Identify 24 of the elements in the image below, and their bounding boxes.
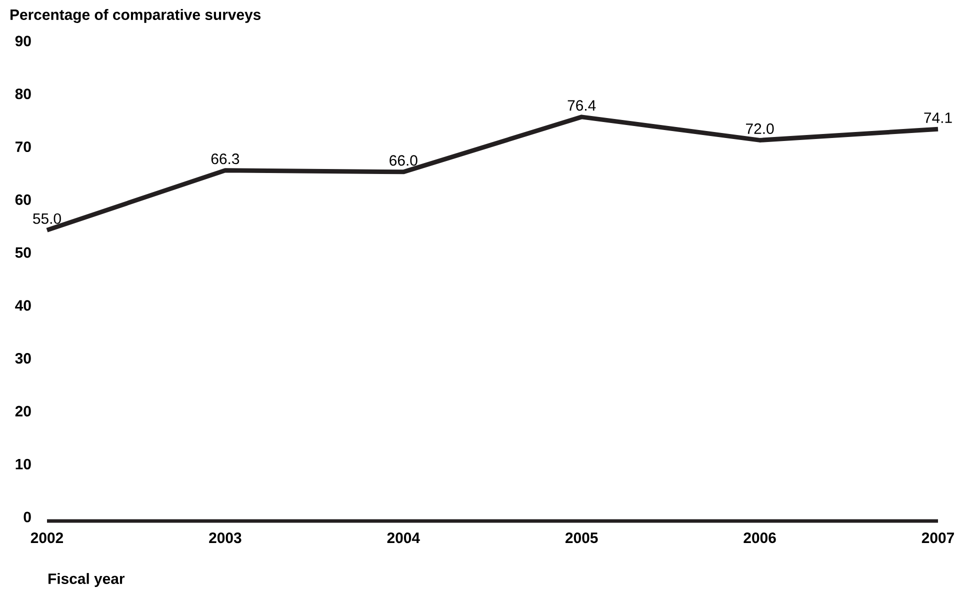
data-label: 76.4	[568, 100, 596, 111]
y-tick-label: 20	[15, 406, 31, 417]
y-tick-label: 40	[15, 300, 31, 311]
y-tick-label: 90	[15, 36, 31, 46]
y-tick-label: 60	[15, 194, 31, 205]
y-axis-title: Percentage of comparative surveys	[10, 8, 261, 23]
y-tick-label: 10	[16, 458, 31, 470]
data-label: 55.0	[33, 213, 61, 224]
x-tick-label: 2003	[209, 532, 242, 544]
x-tick-label: 2002	[30, 532, 64, 544]
y-tick-label: 80	[15, 88, 31, 100]
y-tick-label: 50	[15, 247, 31, 258]
y-tick-label: 0	[24, 512, 31, 522]
x-tick-label: 2007	[922, 532, 954, 544]
x-tick-label: 2005	[566, 532, 598, 544]
data-label: 66.3	[211, 154, 240, 164]
y-tick-label: 30	[15, 353, 31, 364]
data-label: 72.0	[746, 123, 774, 134]
y-tick-label: 70	[16, 141, 31, 152]
x-tick-label: 2006	[744, 532, 776, 544]
data-label: 74.1	[924, 112, 952, 123]
data-label: 66.0	[390, 155, 418, 166]
x-axis-title: Fiscal year	[48, 573, 125, 587]
x-tick-label: 2004	[387, 532, 420, 544]
